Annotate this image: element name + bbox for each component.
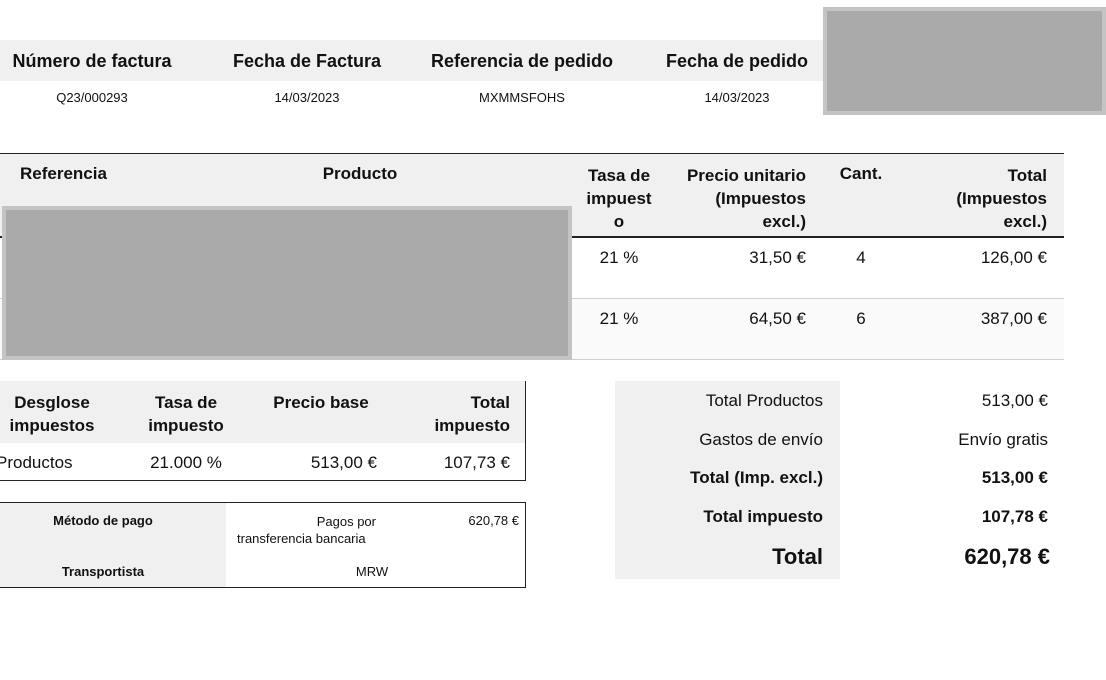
tax-breakdown-header (0, 381, 526, 443)
breakdown-rate-line2: impuesto (148, 416, 224, 435)
total-products-value: 513,00 € (981, 391, 1048, 410)
col-tax-rate-line3: o (613, 212, 625, 231)
breakdown-total-line2: impuesto (434, 416, 510, 435)
breakdown-header-line2: impuestos (9, 416, 95, 435)
breakdown-row-total: 107,73 € (443, 453, 510, 472)
col-qty-header: Cant. (839, 164, 883, 183)
row-unit-price: 31,50 € (749, 248, 806, 267)
invoice-header-bar (0, 40, 826, 81)
col-total-header: Total (Impuestos excl.) (900, 164, 1047, 233)
row-qty: 4 (856, 248, 866, 267)
breakdown-row-base: 513,00 € (310, 453, 377, 472)
breakdown-row-label: Productos (0, 453, 73, 472)
breakdown-base-header: Precio base (273, 393, 369, 412)
row-tax-rate: 21 % (599, 309, 639, 328)
total-excl-label: Total (Imp. excl.) (690, 468, 823, 487)
breakdown-total-header: Total impuesto (400, 391, 510, 437)
col-unit-price-line2: (Impuestos (715, 189, 806, 208)
invoice-number-label: Número de factura (12, 51, 172, 71)
order-reference-label: Referencia de pedido (430, 51, 614, 71)
shipping-value: Envío gratis (958, 430, 1048, 449)
row-qty: 6 (856, 309, 866, 328)
carrier-value: MRW (355, 564, 389, 579)
invoice-number-value: Q23/000293 (56, 90, 128, 105)
col-unit-price-line3: excl.) (762, 212, 806, 231)
payment-method-label: Método de pago (53, 513, 153, 528)
row-total: 387,00 € (980, 309, 1047, 328)
grand-total-value: 620,78 € (964, 544, 1050, 569)
payment-method-line1: Pagos por (316, 514, 376, 529)
totals-labels-column (615, 381, 840, 579)
col-tax-rate-line1: Tasa de (587, 166, 651, 185)
invoice-date-value: 14/03/2023 (274, 90, 340, 105)
breakdown-rate-header: Tasa de impuesto (134, 391, 238, 437)
tax-breakdown-border (0, 381, 526, 481)
breakdown-header-line1: Desglose (14, 393, 90, 412)
order-date-value: 14/03/2023 (704, 90, 770, 105)
payment-method-line2: transferencia bancaria (237, 531, 366, 546)
payment-method-value: Pagos por transferencia bancaria (230, 513, 390, 547)
col-total-line3: excl.) (1003, 212, 1047, 231)
col-total-line2: (Impuestos (956, 189, 1047, 208)
total-excl-value: 513,00 € (981, 468, 1048, 487)
breakdown-rate-line1: Tasa de (154, 393, 218, 412)
carrier-label: Transportista (61, 564, 145, 579)
total-tax-value: 107,78 € (981, 507, 1048, 526)
payment-labels-column (0, 503, 226, 587)
total-products-label: Total Productos (705, 391, 823, 410)
products-table-top-border (0, 153, 1064, 154)
order-date-label: Fecha de pedido (665, 51, 809, 71)
col-unit-price-header: Precio unitario (Impuestos excl.) (666, 164, 806, 233)
col-product-header: Producto (322, 164, 398, 183)
order-reference-value: MXMMSFOHS (479, 90, 565, 105)
breakdown-total-line1: Total (470, 393, 510, 412)
breakdown-header: Desglose impuestos (0, 391, 104, 437)
shipping-label: Gastos de envío (699, 430, 823, 449)
payment-method-amount: 620,78 € (468, 513, 519, 528)
redacted-block-address (823, 7, 1106, 115)
table-row: 21 % 31,50 € 4 126,00 € (0, 237, 1064, 298)
col-unit-price-line1: Precio unitario (686, 166, 806, 185)
col-tax-rate-line2: impuest (586, 189, 652, 208)
row-unit-price: 64,50 € (749, 309, 806, 328)
grand-total-label: Total (772, 544, 823, 569)
col-tax-rate-header: Tasa de impuest o (576, 164, 662, 233)
payment-box-border (0, 502, 526, 588)
row-tax-rate: 21 % (599, 248, 639, 267)
total-tax-label: Total impuesto (703, 507, 823, 526)
breakdown-row-rate: 21.000 % (150, 453, 222, 472)
col-total-line1: Total (1007, 166, 1047, 185)
col-reference-header: Referencia (20, 164, 107, 183)
invoice-date-label: Fecha de Factura (232, 51, 382, 71)
row-total: 126,00 € (980, 248, 1047, 267)
redacted-block-products (2, 206, 572, 360)
